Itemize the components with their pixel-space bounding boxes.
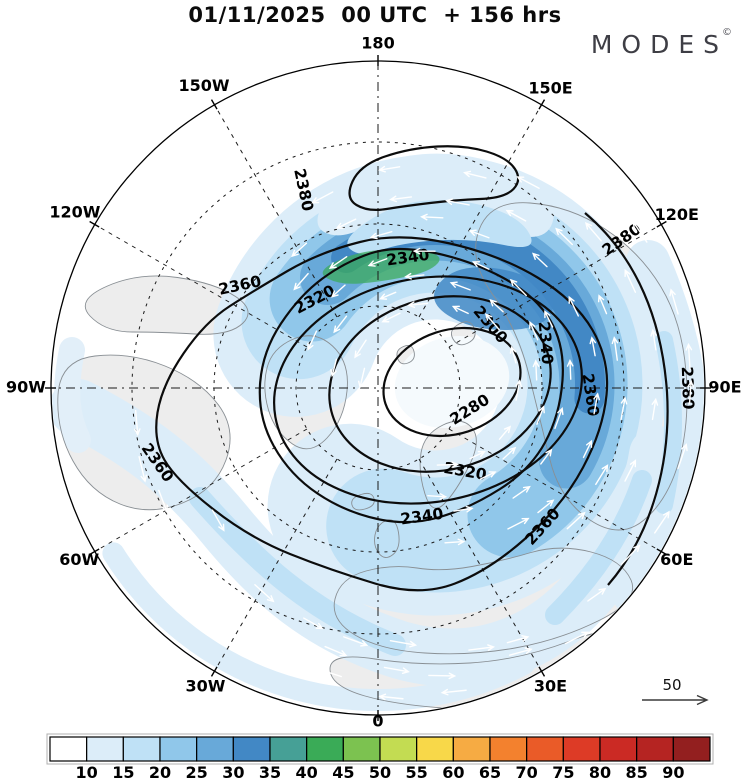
colorbar-cell [159, 736, 198, 762]
colorbar-cell [306, 736, 344, 762]
svg-text:90E: 90E [708, 378, 741, 397]
colorbar-tick-label: 75 [552, 763, 574, 782]
colorbar-cell [672, 736, 711, 762]
coastlines [57, 202, 688, 711]
graticule [51, 61, 705, 715]
colorbar-cell [122, 736, 161, 762]
svg-text:2380: 2380 [678, 366, 698, 410]
colorbar-cell [269, 736, 308, 762]
colorbar-tick-label: 80 [589, 763, 611, 782]
svg-text:120E: 120E [655, 205, 699, 224]
colorbar-tick-label: 35 [259, 763, 281, 782]
colorbar-cell [636, 736, 674, 762]
copyright-mark: © [722, 26, 732, 38]
colorbar-tick-label: 70 [516, 763, 538, 782]
colorbar-tick-label: 90 [662, 763, 684, 782]
colorbar-cell [86, 736, 124, 762]
svg-text:180: 180 [361, 34, 394, 53]
colorbar-tick-label: 20 [149, 763, 171, 782]
colorbar-cell [342, 736, 381, 762]
height-contours [155, 145, 669, 592]
svg-text:2340: 2340 [535, 321, 557, 366]
svg-text:150W: 150W [178, 76, 229, 95]
vector-scale-arrow [642, 694, 709, 706]
svg-text:150E: 150E [528, 79, 572, 98]
colorbar-cell [489, 736, 528, 762]
colorbar-tick-label: 30 [222, 763, 244, 782]
colorbar-cell [196, 736, 234, 762]
svg-text:2340: 2340 [399, 505, 444, 529]
vector-scale-label: 50 [662, 676, 681, 694]
svg-text:30E: 30E [534, 676, 567, 695]
colorbar-cell [526, 736, 564, 762]
colorbar-tick-label: 40 [296, 763, 318, 782]
svg-text:90W: 90W [6, 378, 46, 397]
colorbar-tick-label: 85 [626, 763, 648, 782]
colorbar-tick-label: 55 [406, 763, 428, 782]
colorbar-cell [452, 736, 491, 762]
svg-text:0: 0 [372, 712, 383, 731]
svg-text:60W: 60W [59, 550, 99, 569]
colorbar-tick-label: 25 [186, 763, 208, 782]
brand-logo: MODES© [590, 26, 738, 59]
colorbar-cell [562, 736, 601, 762]
vector-scale: 50 [642, 676, 709, 706]
colorbar-tick-label: 65 [479, 763, 501, 782]
colorbar-tick-label: 15 [112, 763, 134, 782]
colorbar-tick-label: 50 [369, 763, 391, 782]
page-title: 01/11/2025 00 UTC + 156 hrs [188, 3, 562, 27]
colorbar-cell [599, 736, 638, 762]
svg-text:60E: 60E [660, 550, 693, 569]
colorbar-tick-label: 45 [332, 763, 354, 782]
svg-text:120W: 120W [49, 203, 100, 222]
colorbar-tick-label: 60 [442, 763, 464, 782]
colorbar-tick-label: 10 [76, 763, 98, 782]
svg-text:30W: 30W [186, 676, 226, 695]
colorbar-cell [416, 736, 454, 762]
brand-logo-text: MODES [590, 30, 728, 59]
rim-ticks [45, 55, 711, 721]
wind-arrows [133, 165, 695, 701]
colorbar: 10 15 20 25 30 35 40 45 50 55 60 65 70 75 80 85 90 [46, 733, 714, 782]
colorbar-cell [49, 736, 88, 762]
svg-text:2360: 2360 [579, 372, 603, 417]
colorbar-cell [232, 736, 271, 762]
colorbar-cell [379, 736, 418, 762]
longitude-labels: 180 150E 120E 90E 60E 30E 0 30W 60W 90W 120W 150W [6, 34, 742, 731]
